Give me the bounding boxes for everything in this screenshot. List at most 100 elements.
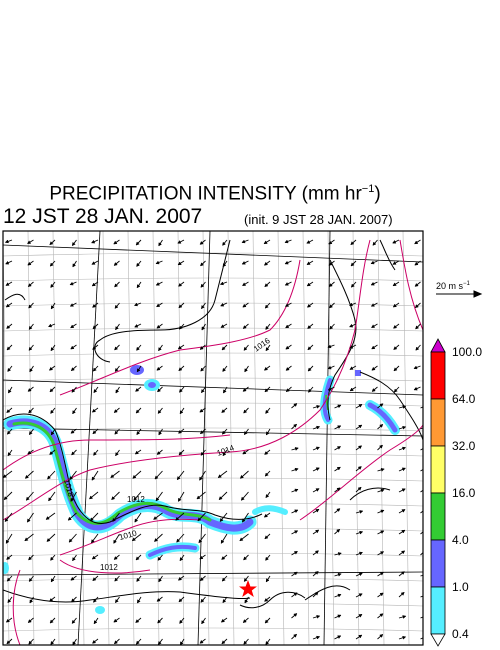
wind-vector-head bbox=[92, 577, 97, 582]
wind-vector-head bbox=[135, 241, 140, 246]
wind-vector-head bbox=[7, 599, 12, 604]
wind-vector-head bbox=[315, 467, 320, 472]
wind-vector-head bbox=[422, 467, 423, 468]
wind-vector-head bbox=[358, 593, 363, 597]
wind-vector-head bbox=[423, 447, 426, 450]
wind-vector-head bbox=[358, 551, 363, 556]
wind-vector-head bbox=[136, 430, 141, 436]
wind-vector-head bbox=[379, 403, 384, 408]
wind-vector-head bbox=[219, 517, 224, 522]
wind-vector-head bbox=[133, 302, 139, 307]
wind-vector-head bbox=[91, 476, 96, 481]
wind-vector-head bbox=[91, 539, 95, 544]
wind-vector-head bbox=[265, 556, 269, 561]
wind-vector-head bbox=[265, 494, 270, 499]
wind-vector-head bbox=[240, 496, 245, 501]
wind-vector-head bbox=[221, 430, 226, 435]
isobar-label: 1014 bbox=[216, 443, 236, 458]
legend-swatch bbox=[430, 539, 446, 588]
wind-vector-head bbox=[72, 557, 76, 562]
wind-vector-head bbox=[222, 241, 226, 246]
wind-vector-head bbox=[401, 446, 407, 451]
wind-vector-head bbox=[70, 345, 75, 350]
wind-vector-head bbox=[70, 324, 75, 329]
wind-vector-head bbox=[115, 326, 119, 331]
wind-vector-head bbox=[220, 539, 225, 544]
wind-vector-head bbox=[307, 346, 312, 351]
wind-vector-head bbox=[3, 474, 7, 478]
wind-vector-head bbox=[72, 641, 77, 645]
wind-vector-head bbox=[136, 346, 140, 351]
legend-label: 32.0 bbox=[452, 439, 476, 453]
wind-vector-head bbox=[401, 550, 406, 555]
wind-vector-head bbox=[179, 557, 184, 562]
wind-vector-head bbox=[93, 451, 97, 456]
wind-vector-head bbox=[28, 346, 33, 351]
wind-vector-head bbox=[264, 451, 269, 455]
legend-swatch bbox=[430, 492, 446, 541]
wind-vector-head bbox=[329, 304, 334, 309]
wind-vector bbox=[420, 468, 423, 472]
legend-label: 64.0 bbox=[452, 392, 476, 406]
wind-vector-head bbox=[136, 262, 141, 267]
wind-vector-head bbox=[337, 425, 342, 429]
wind-vector-head bbox=[239, 474, 244, 479]
wind-vector-head bbox=[307, 367, 312, 372]
wind-vector-head bbox=[336, 508, 341, 513]
wind-vector-head bbox=[25, 496, 30, 501]
wind-vector-head bbox=[285, 324, 290, 329]
wind-vector-head bbox=[380, 509, 385, 514]
wind-vector-head bbox=[264, 283, 269, 288]
wind-vector-head bbox=[357, 466, 362, 470]
legend-top-arrow bbox=[430, 338, 446, 353]
wind-vector-head bbox=[220, 302, 225, 307]
wind-vector-head bbox=[196, 495, 201, 500]
wind-vector-head bbox=[6, 556, 11, 560]
wind-vector-head bbox=[50, 556, 54, 561]
wind-vector bbox=[420, 531, 423, 535]
wind-vector-head bbox=[197, 517, 202, 522]
wind-vector-head bbox=[380, 530, 385, 535]
wind-vector-head bbox=[424, 405, 427, 408]
wind-vector-head bbox=[379, 592, 384, 597]
wind-vector-head bbox=[372, 241, 377, 246]
wind-vector-head bbox=[284, 239, 289, 244]
wind-vector-head bbox=[293, 613, 298, 617]
wind-vector bbox=[420, 406, 423, 409]
wind-vector-head bbox=[27, 261, 32, 266]
wind-vector-head bbox=[392, 303, 397, 308]
wind-vector-head bbox=[221, 577, 226, 582]
wind-vector-head bbox=[177, 261, 182, 266]
wind-vector-head bbox=[380, 467, 385, 472]
wind-vector-head bbox=[113, 409, 118, 413]
wind-vector-head bbox=[27, 240, 32, 244]
wind-vector-head bbox=[158, 578, 162, 583]
wind-vector-head bbox=[49, 451, 54, 455]
wind-vector-head bbox=[72, 410, 76, 415]
wind-vector-head bbox=[28, 304, 33, 309]
wind-vector-head bbox=[293, 403, 298, 407]
wind-vector-head bbox=[28, 325, 33, 330]
wind-vector-head bbox=[157, 409, 162, 414]
wind-vector-head bbox=[178, 304, 183, 309]
wind-vector-head bbox=[357, 486, 362, 491]
wind-vector-head bbox=[201, 305, 205, 310]
wind-vector-head bbox=[424, 426, 427, 429]
wind-vectors bbox=[3, 239, 427, 645]
wind-vector-head bbox=[221, 556, 226, 560]
wind-vector-head bbox=[6, 325, 11, 329]
wind-vector-head bbox=[200, 451, 205, 456]
wind-vector-head bbox=[359, 530, 364, 535]
wind-vector-head bbox=[133, 496, 138, 501]
wind-vector-head bbox=[424, 636, 427, 639]
wind-vector-head bbox=[306, 282, 311, 287]
valid-time: 12 JST 28 JAN. 2007 bbox=[3, 205, 203, 228]
wind-vector-head bbox=[242, 450, 247, 455]
wind-vector-head bbox=[265, 640, 270, 645]
wind-vector-head bbox=[358, 634, 363, 639]
wind-vector-head bbox=[400, 591, 405, 596]
wind-vector-head bbox=[316, 425, 321, 430]
wind-vector-head bbox=[263, 261, 269, 266]
wind-vector-head bbox=[315, 509, 320, 513]
wind-vector-head bbox=[199, 430, 204, 435]
